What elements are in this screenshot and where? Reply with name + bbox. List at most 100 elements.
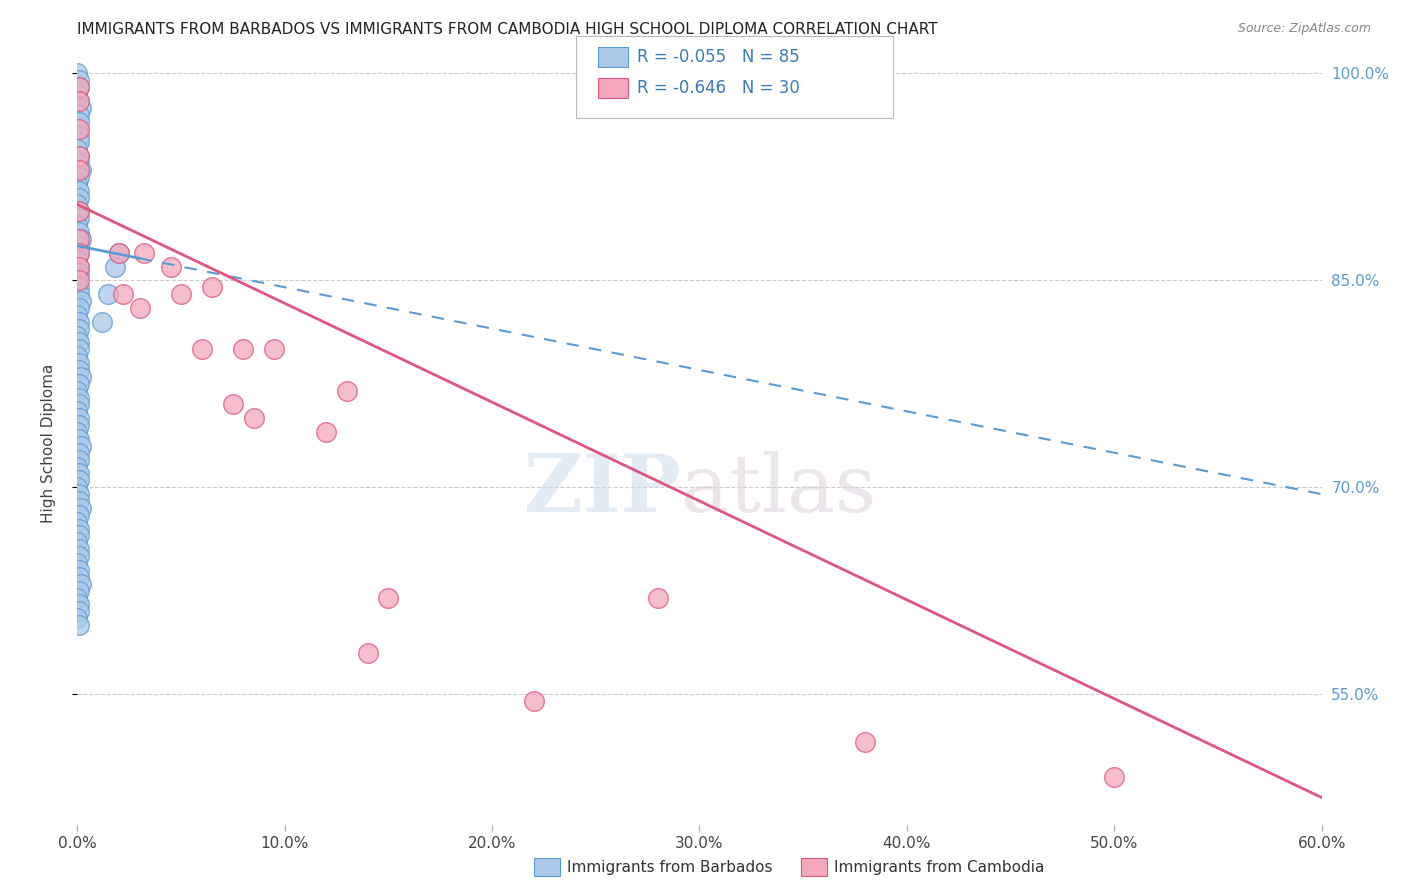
Point [67,184,90,198]
Point [67,149,90,163]
Point [159,260,181,274]
Point [67,487,90,501]
Point [66,515,89,529]
Point [67,80,90,95]
Point [67,128,90,143]
Point [66,425,89,439]
Point [67,245,90,260]
Point [67,508,90,522]
Point [67,452,90,467]
Point [70,439,93,453]
Point [67,467,90,481]
Point [66,535,89,549]
Point [67,232,90,246]
Point [67,528,90,542]
Point [70,576,93,591]
Point [67,94,90,108]
Point [66,404,89,418]
Point [315,425,337,439]
Text: Immigrants from Cambodia: Immigrants from Cambodia [834,860,1045,874]
Point [67,563,90,577]
Point [377,591,399,605]
Point [66,591,89,605]
Point [70,370,93,384]
Point [67,432,90,446]
Y-axis label: High School Diploma: High School Diploma [42,364,56,524]
Point [66,273,89,287]
Point [222,397,245,411]
Point [647,591,669,605]
Point [66,87,89,102]
Text: Source: ZipAtlas.com: Source: ZipAtlas.com [1237,22,1371,36]
Point [70,500,93,515]
Point [67,225,90,239]
Point [232,343,254,357]
Point [67,80,90,95]
Point [67,301,90,315]
Point [67,549,90,564]
Point [132,245,155,260]
Point [128,301,150,315]
Point [67,446,90,460]
Point [104,260,127,274]
Point [67,191,90,205]
Point [67,169,90,184]
Point [67,114,90,128]
Point [67,315,90,329]
Text: R = -0.055   N = 85: R = -0.055 N = 85 [637,48,800,66]
Point [170,287,193,301]
Point [67,156,90,170]
Point [67,287,90,301]
Text: ZIP: ZIP [524,450,681,529]
Point [67,494,90,508]
Point [66,66,89,80]
Point [67,583,90,598]
Point [1104,770,1126,784]
Point [67,163,90,178]
Point [67,522,90,536]
Point [67,542,90,557]
Point [66,142,89,156]
Point [67,260,90,274]
Point [66,349,89,363]
Point [67,604,90,618]
Text: atlas: atlas [681,450,876,529]
Point [263,343,285,357]
Point [66,252,89,267]
Point [67,239,90,253]
Point [67,376,90,391]
Point [67,343,90,357]
Point [67,598,90,612]
Point [66,308,89,322]
Point [67,391,90,405]
Point [855,735,877,749]
Point [111,287,134,301]
Point [67,149,90,163]
Point [66,177,89,191]
Point [523,694,546,708]
Point [67,73,90,87]
Point [70,293,93,308]
Point [66,197,89,211]
Point [67,418,90,433]
Point [66,384,89,398]
Point [67,204,90,219]
Point [357,646,380,660]
Point [91,315,114,329]
Point [67,411,90,425]
Point [336,384,359,398]
Point [67,356,90,370]
Point [67,108,90,122]
Point [66,480,89,494]
Text: R = -0.646   N = 30: R = -0.646 N = 30 [637,79,800,97]
Point [201,280,224,294]
Point [66,121,89,136]
Point [67,335,90,350]
Point [70,232,93,246]
Text: Immigrants from Barbados: Immigrants from Barbados [567,860,772,874]
Point [67,397,90,411]
Point [67,204,90,219]
Point [66,556,89,570]
Point [67,121,90,136]
Text: IMMIGRANTS FROM BARBADOS VS IMMIGRANTS FROM CAMBODIA HIGH SCHOOL DIPLOMA CORRELA: IMMIGRANTS FROM BARBADOS VS IMMIGRANTS F… [77,22,938,37]
